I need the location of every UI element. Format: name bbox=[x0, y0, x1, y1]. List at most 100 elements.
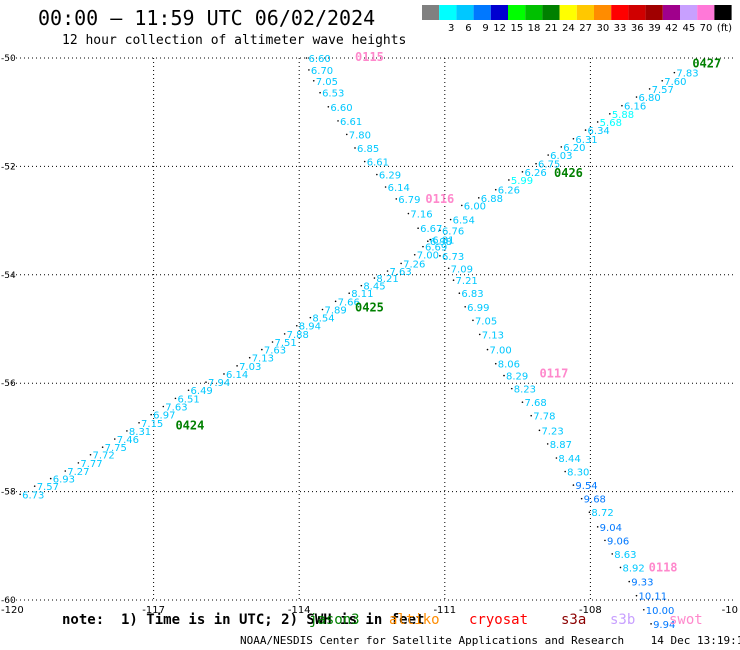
wave-height-label: 8.23 bbox=[514, 385, 536, 396]
wave-height-label: 7.63 bbox=[264, 346, 286, 357]
colorbar-tick-label: 15 bbox=[510, 23, 523, 34]
wave-height-label: 7.88 bbox=[287, 330, 309, 341]
track-dot bbox=[295, 324, 298, 327]
track-dot bbox=[458, 292, 461, 295]
track-dot bbox=[354, 147, 356, 149]
track-dot bbox=[449, 218, 452, 221]
wave-height-label: 7.83 bbox=[676, 69, 698, 80]
y-tick-label: -52 bbox=[1, 162, 16, 172]
track-dot bbox=[77, 462, 80, 464]
colorbar-tick-label: 18 bbox=[528, 23, 541, 34]
track-dot bbox=[564, 470, 566, 473]
wave-height-label: 6.14 bbox=[226, 370, 248, 381]
colorbar-swatch bbox=[422, 5, 440, 20]
track-dot bbox=[486, 348, 489, 351]
wave-height-label: 10.00 bbox=[646, 606, 675, 617]
wave-height-label: 6.85 bbox=[357, 144, 379, 155]
track-dot bbox=[596, 526, 599, 528]
track-dot bbox=[187, 389, 190, 392]
wave-height-label: 7.94 bbox=[208, 378, 230, 389]
y-tick-label: -50 bbox=[1, 54, 16, 64]
wave-height-label: 6.03 bbox=[550, 151, 572, 162]
track-dot bbox=[413, 253, 416, 256]
wave-height-label: 6.97 bbox=[153, 411, 175, 422]
wave-height-label: 7.77 bbox=[80, 459, 102, 470]
track-dot bbox=[417, 227, 419, 229]
wave-height-label: 6.60 bbox=[330, 103, 352, 114]
track-dot bbox=[89, 453, 92, 456]
wave-height-label: 8.11 bbox=[351, 289, 373, 300]
track-dot bbox=[334, 300, 337, 303]
track-dot bbox=[126, 430, 128, 432]
wave-height-label: 9.54 bbox=[575, 481, 597, 492]
pass-time-label: 0424 bbox=[175, 418, 204, 432]
track-dot bbox=[422, 245, 424, 248]
wave-height-label: 6.99 bbox=[467, 303, 489, 314]
track-dot bbox=[619, 566, 622, 569]
track-dot bbox=[174, 397, 177, 400]
track-dot bbox=[452, 279, 455, 282]
wave-height-label: 10.11 bbox=[639, 592, 668, 603]
colorbar-swatch bbox=[542, 5, 560, 20]
track-dot bbox=[494, 188, 497, 191]
track-dot bbox=[596, 121, 599, 123]
colorbar-tick-label: 21 bbox=[545, 23, 558, 34]
wave-height-label: 5.99 bbox=[511, 176, 533, 187]
wave-height-label: 8.63 bbox=[614, 550, 636, 561]
track-dot bbox=[33, 485, 36, 487]
wave-height-label: 6.26 bbox=[498, 186, 520, 197]
colorbar-tick-label: 36 bbox=[631, 23, 644, 34]
wave-height-label: 5.68 bbox=[600, 118, 622, 129]
wave-height-label: 7.51 bbox=[275, 338, 297, 349]
track-dot bbox=[508, 179, 510, 181]
track-dot bbox=[283, 333, 286, 335]
track-dot bbox=[580, 497, 583, 500]
legend-swot: swot bbox=[669, 612, 703, 628]
footer-note: note: 1) Time is in UTC; 2) SWH is in fe… bbox=[62, 612, 425, 628]
wave-height-label: 7.80 bbox=[349, 130, 371, 141]
wave-height-label: 6.00 bbox=[464, 201, 486, 212]
wave-height-label: 6.14 bbox=[388, 183, 410, 194]
wave-height-label: 6.61 bbox=[367, 158, 389, 169]
colorbar-swatch bbox=[525, 5, 543, 20]
colorbar-tick-label: 30 bbox=[596, 23, 609, 34]
track-dot bbox=[650, 623, 652, 625]
track-dot bbox=[521, 171, 524, 173]
wave-height-label: 7.05 bbox=[316, 77, 338, 88]
track-dot bbox=[427, 240, 429, 242]
legend-jason3: jason3 bbox=[309, 612, 360, 628]
track-dot bbox=[162, 405, 165, 408]
wave-height-label: 7.75 bbox=[105, 443, 127, 454]
wave-height-label: 8.31 bbox=[129, 427, 151, 438]
colorbar-swatch bbox=[645, 5, 663, 20]
wave-height-label: 8.29 bbox=[506, 372, 528, 383]
pass-time-label: 0117 bbox=[539, 366, 568, 380]
colorbar-tick-label: 42 bbox=[665, 23, 678, 34]
y-tick-label: -56 bbox=[1, 379, 16, 389]
track-dot bbox=[236, 365, 238, 367]
wave-height-label: 6.20 bbox=[563, 143, 585, 154]
track-dot bbox=[271, 341, 274, 343]
track-dot bbox=[113, 438, 116, 440]
track-dot bbox=[363, 160, 366, 163]
wave-height-label: 7.68 bbox=[524, 398, 546, 409]
wave-height-label: 8.54 bbox=[312, 314, 334, 325]
colorbar-swatch bbox=[611, 5, 629, 20]
track-dot bbox=[386, 270, 389, 272]
track-dot bbox=[588, 511, 591, 513]
track-dot bbox=[547, 154, 549, 156]
wave-height-label: 7.16 bbox=[410, 210, 432, 221]
track-dot bbox=[429, 238, 432, 241]
wave-height-label: 6.79 bbox=[398, 195, 420, 206]
track-dot bbox=[628, 580, 631, 583]
wave-height-label: 8.45 bbox=[363, 282, 385, 293]
colorbar-swatch bbox=[714, 5, 732, 20]
track-dot bbox=[384, 186, 387, 188]
track-dot bbox=[494, 362, 497, 365]
pass-time-label: 0427 bbox=[692, 56, 721, 70]
wave-height-label: 7.66 bbox=[338, 297, 360, 308]
wave-height-label: 6.73 bbox=[442, 252, 464, 263]
track-dot bbox=[49, 477, 52, 480]
colorbar-swatch bbox=[594, 5, 612, 20]
